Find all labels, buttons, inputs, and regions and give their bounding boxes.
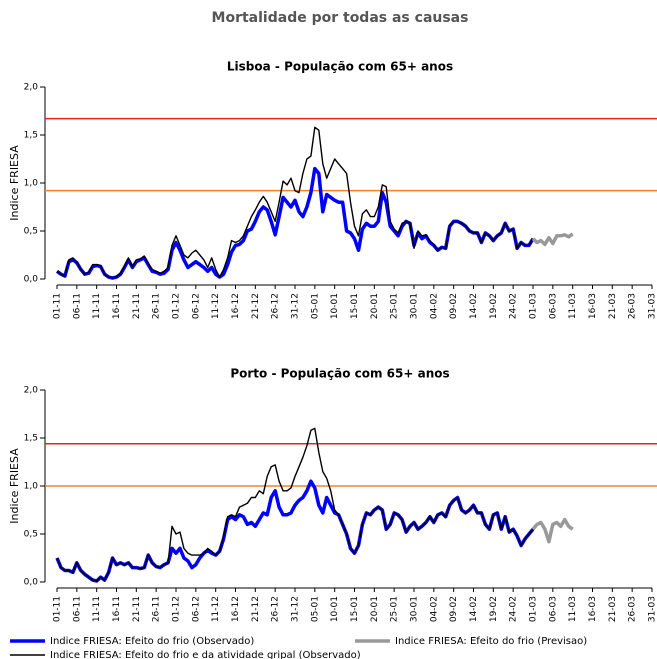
x-tick-label: 10-01 [330,596,340,622]
x-tick-label: 09-02 [449,596,459,622]
y-tick-label: 1,0 [24,179,39,189]
x-tick-label: 01-11 [53,596,63,622]
x-tick-label: 16-12 [231,293,241,319]
x-tick-label: 16-03 [588,596,598,622]
x-tick-label: 06-12 [191,596,201,622]
x-tick-label: 14-02 [469,596,479,622]
x-tick-label: 11-11 [92,596,102,622]
x-tick-label: 15-01 [350,293,360,319]
x-tick-label: 20-01 [370,596,380,622]
x-tick-label: 16-11 [112,293,122,319]
series-line [531,232,574,247]
x-tick-label: 11-03 [568,596,578,622]
x-tick-label: 05-01 [310,293,320,319]
x-tick-label: 24-02 [509,596,519,622]
y-axis-label: Indice FRIESA [8,145,21,221]
legend-label: Indice FRIESA: Efeito do frio (Previsao) [395,636,587,647]
legend-label: Indice FRIESA: Efeito do frio (Observado… [50,636,254,647]
x-tick-label: 09-02 [449,293,459,319]
x-tick-label: 11-12 [211,596,221,622]
y-tick-label: 1,5 [24,434,38,444]
x-tick-label: 31-03 [648,596,657,622]
x-tick-label: 21-11 [132,293,142,319]
x-tick-label: 01-12 [172,596,182,622]
x-tick-label: 31-12 [291,596,301,622]
x-tick-label: 01-03 [529,293,539,319]
y-tick-label: 0,0 [24,578,39,588]
x-tick-label: 06-11 [72,293,82,319]
x-tick-label: 19-02 [489,596,499,622]
x-tick-label: 20-01 [370,293,380,319]
x-tick-label: 21-03 [608,293,618,319]
x-tick-label: 31-03 [648,293,657,319]
x-tick-label: 05-01 [310,596,320,622]
series-line [55,479,535,583]
y-axis-label: Indice FRIESA [8,448,21,524]
x-tick-label: 15-01 [350,596,360,622]
y-tick-label: 1,0 [24,482,39,492]
x-tick-label: 21-12 [251,596,261,622]
x-tick-label: 10-01 [330,293,340,319]
x-tick-label: 19-02 [489,293,499,319]
figure-title: Mortalidade por todas as causas [212,10,469,26]
x-tick-label: 26-11 [152,293,162,319]
x-tick-label: 16-03 [588,293,598,319]
x-tick-label: 30-01 [410,293,420,319]
y-tick-label: 1,5 [24,131,38,141]
x-tick-label: 06-12 [191,293,201,319]
x-tick-label: 11-03 [568,293,578,319]
x-tick-label: 06-03 [548,596,558,622]
series-line [531,517,574,544]
x-tick-label: 30-01 [410,596,420,622]
x-tick-label: 21-11 [132,596,142,622]
x-tick-label: 16-11 [112,596,122,622]
x-tick-label: 21-03 [608,596,618,622]
series-line [56,427,534,582]
x-tick-label: 16-12 [231,596,241,622]
x-tick-label: 31-12 [291,293,301,319]
chart-title: Porto - População com 65+ anos [230,367,449,381]
x-tick-label: 25-01 [390,293,400,319]
x-tick-label: 25-01 [390,596,400,622]
x-tick-label: 26-11 [152,596,162,622]
chart-title: Lisboa - População com 65+ anos [227,60,453,74]
y-tick-label: 2,0 [24,83,39,93]
x-tick-label: 14-02 [469,293,479,319]
x-tick-label: 04-02 [429,596,439,622]
x-tick-label: 04-02 [429,293,439,319]
x-tick-label: 21-12 [251,293,261,319]
x-tick-label: 26-12 [271,293,281,319]
y-tick-label: 0,5 [24,227,38,237]
x-tick-label: 24-02 [509,293,519,319]
x-tick-label: 11-12 [211,293,221,319]
x-tick-label: 06-03 [548,293,558,319]
x-tick-label: 26-03 [628,293,638,319]
x-tick-label: 26-03 [628,596,638,622]
legend-label: Indice FRIESA: Efeito do frio e da ativi… [50,650,361,659]
x-tick-label: 26-12 [271,596,281,622]
y-tick-label: 0,5 [24,530,38,540]
x-tick-label: 06-11 [72,596,82,622]
y-tick-label: 0,0 [24,275,39,285]
x-tick-label: 11-11 [92,293,102,319]
x-tick-label: 01-12 [172,293,182,319]
x-tick-label: 01-03 [529,596,539,622]
y-tick-label: 2,0 [24,386,39,396]
series-line [56,126,534,279]
x-tick-label: 01-11 [53,293,63,319]
